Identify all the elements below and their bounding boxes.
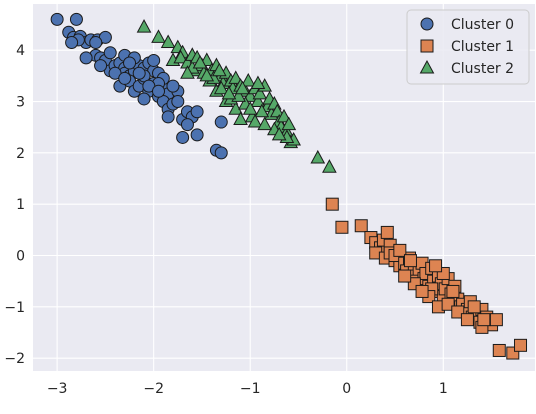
data-point-circle	[103, 46, 117, 60]
y-tick-label: 1	[16, 197, 25, 213]
y-tick-label: −2	[4, 351, 25, 367]
legend-label: Cluster 2	[451, 61, 514, 77]
data-point-square	[325, 197, 339, 211]
data-point-circle	[137, 92, 151, 106]
data-point-triangle	[257, 116, 273, 131]
x-tick-label: 1	[439, 381, 448, 397]
data-point-square	[429, 259, 443, 273]
data-point-triangle	[254, 103, 270, 118]
data-points	[50, 12, 528, 360]
x-tick-label: −2	[143, 381, 164, 397]
data-point-circle	[50, 12, 64, 26]
series-3	[136, 19, 337, 173]
data-point-square	[460, 313, 474, 327]
y-tick-label: −1	[4, 300, 25, 316]
data-point-circle	[69, 12, 83, 26]
data-point-circle	[176, 130, 190, 144]
data-point-triangle	[235, 80, 250, 95]
legend-marker-triangle	[419, 59, 435, 74]
data-point-square	[477, 313, 491, 327]
data-point-circle	[161, 110, 175, 124]
data-point-triangle	[281, 116, 297, 131]
data-point-circle	[65, 35, 79, 49]
data-point-triangle	[271, 126, 287, 141]
data-point-square	[398, 269, 412, 283]
data-point-circle	[118, 71, 132, 85]
data-point-circle	[171, 95, 185, 109]
data-point-circle	[79, 51, 93, 65]
legend-marker-circle	[420, 17, 434, 31]
grid-lines	[33, 4, 535, 371]
data-point-square	[441, 297, 455, 311]
x-tick-label: 0	[342, 381, 351, 397]
data-point-triangle	[240, 72, 256, 87]
data-point-square	[354, 219, 368, 233]
legend-box	[406, 9, 530, 85]
legend-label: Cluster 0	[451, 17, 514, 33]
data-point-triangle	[250, 93, 266, 108]
data-point-square	[492, 343, 506, 357]
data-point-triangle	[213, 80, 229, 95]
y-tick-label: 2	[16, 146, 25, 162]
series-1	[50, 12, 228, 160]
data-point-square	[335, 220, 349, 234]
data-point-circle	[152, 84, 165, 98]
data-point-triangle	[151, 29, 166, 43]
data-point-square	[467, 300, 481, 314]
data-point-triangle	[269, 103, 285, 118]
data-point-triangle	[233, 111, 248, 125]
data-point-circle	[180, 118, 194, 132]
data-point-triangle	[322, 159, 337, 173]
legend-label: Cluster 1	[451, 39, 514, 55]
data-point-triangle	[211, 62, 227, 77]
legend-marker-square	[420, 39, 434, 53]
data-point-circle	[166, 79, 180, 93]
data-point-square	[393, 243, 407, 257]
data-point-circle	[214, 115, 228, 129]
data-point-triangle	[252, 85, 268, 100]
data-point-triangle	[160, 34, 176, 48]
data-point-circle	[214, 146, 228, 160]
data-point-triangle	[276, 108, 292, 123]
data-point-triangle	[199, 67, 215, 82]
data-point-triangle	[136, 19, 152, 33]
data-point-square	[380, 225, 394, 239]
series-2	[325, 197, 528, 360]
data-point-circle	[123, 56, 137, 70]
legend: Cluster 0 Cluster 1 Cluster 2	[406, 9, 530, 85]
data-point-square	[451, 305, 465, 319]
data-point-circle	[190, 105, 204, 119]
y-tick-label: 3	[16, 95, 25, 111]
data-point-square	[489, 313, 503, 327]
data-point-triangle	[242, 101, 258, 115]
data-point-square	[415, 284, 429, 298]
data-point-circle	[132, 66, 146, 80]
data-point-circle	[190, 128, 204, 142]
data-point-triangle	[173, 49, 189, 64]
x-tick-label: −1	[240, 381, 261, 397]
data-point-triangle	[192, 54, 208, 69]
x-tick-label: −3	[47, 381, 68, 397]
data-point-circle	[94, 59, 108, 73]
y-tick-label: 0	[16, 249, 25, 265]
data-point-triangle	[180, 65, 195, 79]
data-point-square	[403, 254, 417, 268]
y-tick-label: 4	[16, 43, 25, 59]
data-point-circle	[147, 53, 161, 67]
data-point-square	[446, 284, 460, 298]
data-point-triangle	[247, 114, 263, 128]
data-point-triangle	[310, 149, 326, 164]
data-point-triangle	[250, 75, 266, 90]
data-point-triangle	[228, 70, 244, 84]
data-point-circle	[89, 35, 103, 49]
data-point-square	[514, 338, 528, 352]
data-point-triangle	[221, 85, 237, 100]
